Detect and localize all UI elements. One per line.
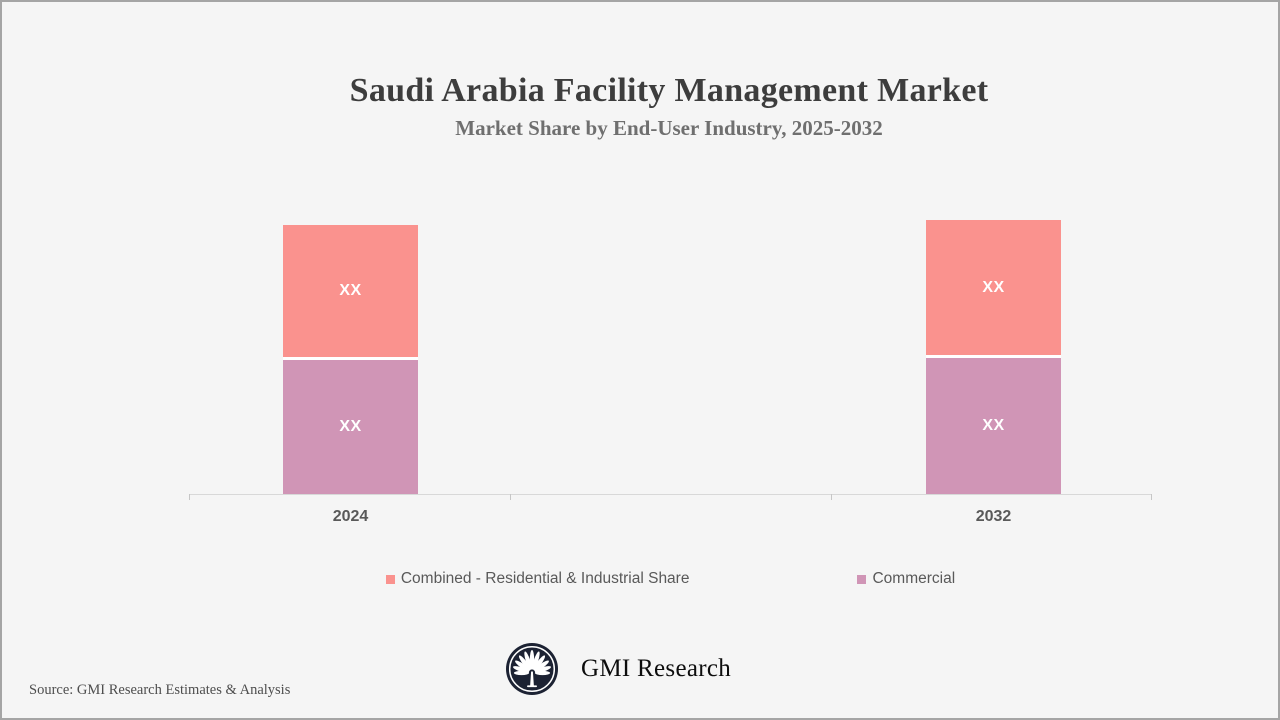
bar-value-label: XX [982,278,1005,296]
legend-item-commercial: Commercial [857,570,955,588]
legend-item-combined: Combined - Residential & Industrial Shar… [385,570,690,588]
x-axis-tick [189,494,190,500]
brand-block: GMI Research [505,642,731,696]
x-axis-label-2032: 2032 [975,508,1012,525]
x-axis-tick [831,494,832,500]
stacked-bar-2032: XX XX [926,220,1061,494]
x-axis-tick [510,494,511,500]
page-subtitle: Market Share by End-User Industry, 2025-… [455,116,883,140]
page-title: Saudi Arabia Facility Management Market [349,72,989,109]
legend-swatch-combined-icon [385,574,395,584]
x-axis-line [189,494,1152,495]
bar-segment-combined: XX [283,225,418,357]
legend-swatch-commercial-icon [857,574,867,584]
legend: Combined - Residential & Industrial Shar… [189,570,1152,588]
bar-segment-commercial: XX [926,358,1061,494]
x-axis-label-2024: 2024 [332,508,369,525]
chart-header: Saudi Arabia Facility Management Market … [60,72,1278,141]
gmi-research-logo-icon [506,643,558,695]
bar-segment-divider [926,355,1061,358]
bar-value-label: XX [339,282,362,299]
bar-segment-combined: XX [926,220,1061,355]
brand-name: GMI Research [581,655,732,682]
bar-value-label: XX [339,418,362,435]
bar-segment-commercial: XX [283,360,418,494]
source-note: Source: GMI Research Estimates & Analysi… [29,682,291,698]
bar-value-label: XX [982,417,1005,434]
legend-label: Combined - Residential & Industrial Shar… [400,570,690,587]
bar-segment-divider [283,357,418,360]
stacked-bar-2024: XX XX [283,225,418,494]
x-axis-tick [1151,494,1152,500]
legend-label: Commercial [872,570,956,587]
plot-area: XX XX XX XX [189,180,1152,494]
